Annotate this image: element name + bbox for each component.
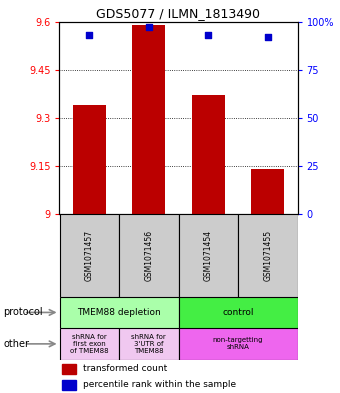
Bar [119,328,178,360]
Bar [178,214,238,297]
Bar [59,328,119,360]
Text: other: other [3,339,29,349]
Title: GDS5077 / ILMN_1813490: GDS5077 / ILMN_1813490 [97,7,260,20]
Point [265,34,271,40]
Bar [178,328,298,360]
Text: shRNA for
first exon
of TMEM88: shRNA for first exon of TMEM88 [70,334,108,354]
Bar [59,214,119,297]
Text: GSM1071454: GSM1071454 [204,230,213,281]
Bar [62,364,76,374]
Text: GSM1071456: GSM1071456 [144,230,153,281]
Bar [238,214,298,297]
Bar [192,95,225,214]
Bar [178,297,298,328]
Text: control: control [222,308,254,317]
Point [205,32,211,38]
Text: shRNA for
3'UTR of
TMEM88: shRNA for 3'UTR of TMEM88 [131,334,166,354]
Bar [73,105,106,214]
Text: non-targetting
shRNA: non-targetting shRNA [213,337,263,351]
Text: TMEM88 depletion: TMEM88 depletion [77,308,161,317]
Point [146,24,152,31]
Text: percentile rank within the sample: percentile rank within the sample [83,380,236,389]
Bar [59,297,178,328]
Point [86,32,92,38]
Text: GSM1071457: GSM1071457 [85,230,94,281]
Text: GSM1071455: GSM1071455 [263,230,272,281]
Text: transformed count: transformed count [83,364,168,373]
Text: protocol: protocol [3,307,43,318]
Bar [132,25,165,214]
Bar [119,214,178,297]
Bar [251,169,284,214]
Bar [62,380,76,390]
